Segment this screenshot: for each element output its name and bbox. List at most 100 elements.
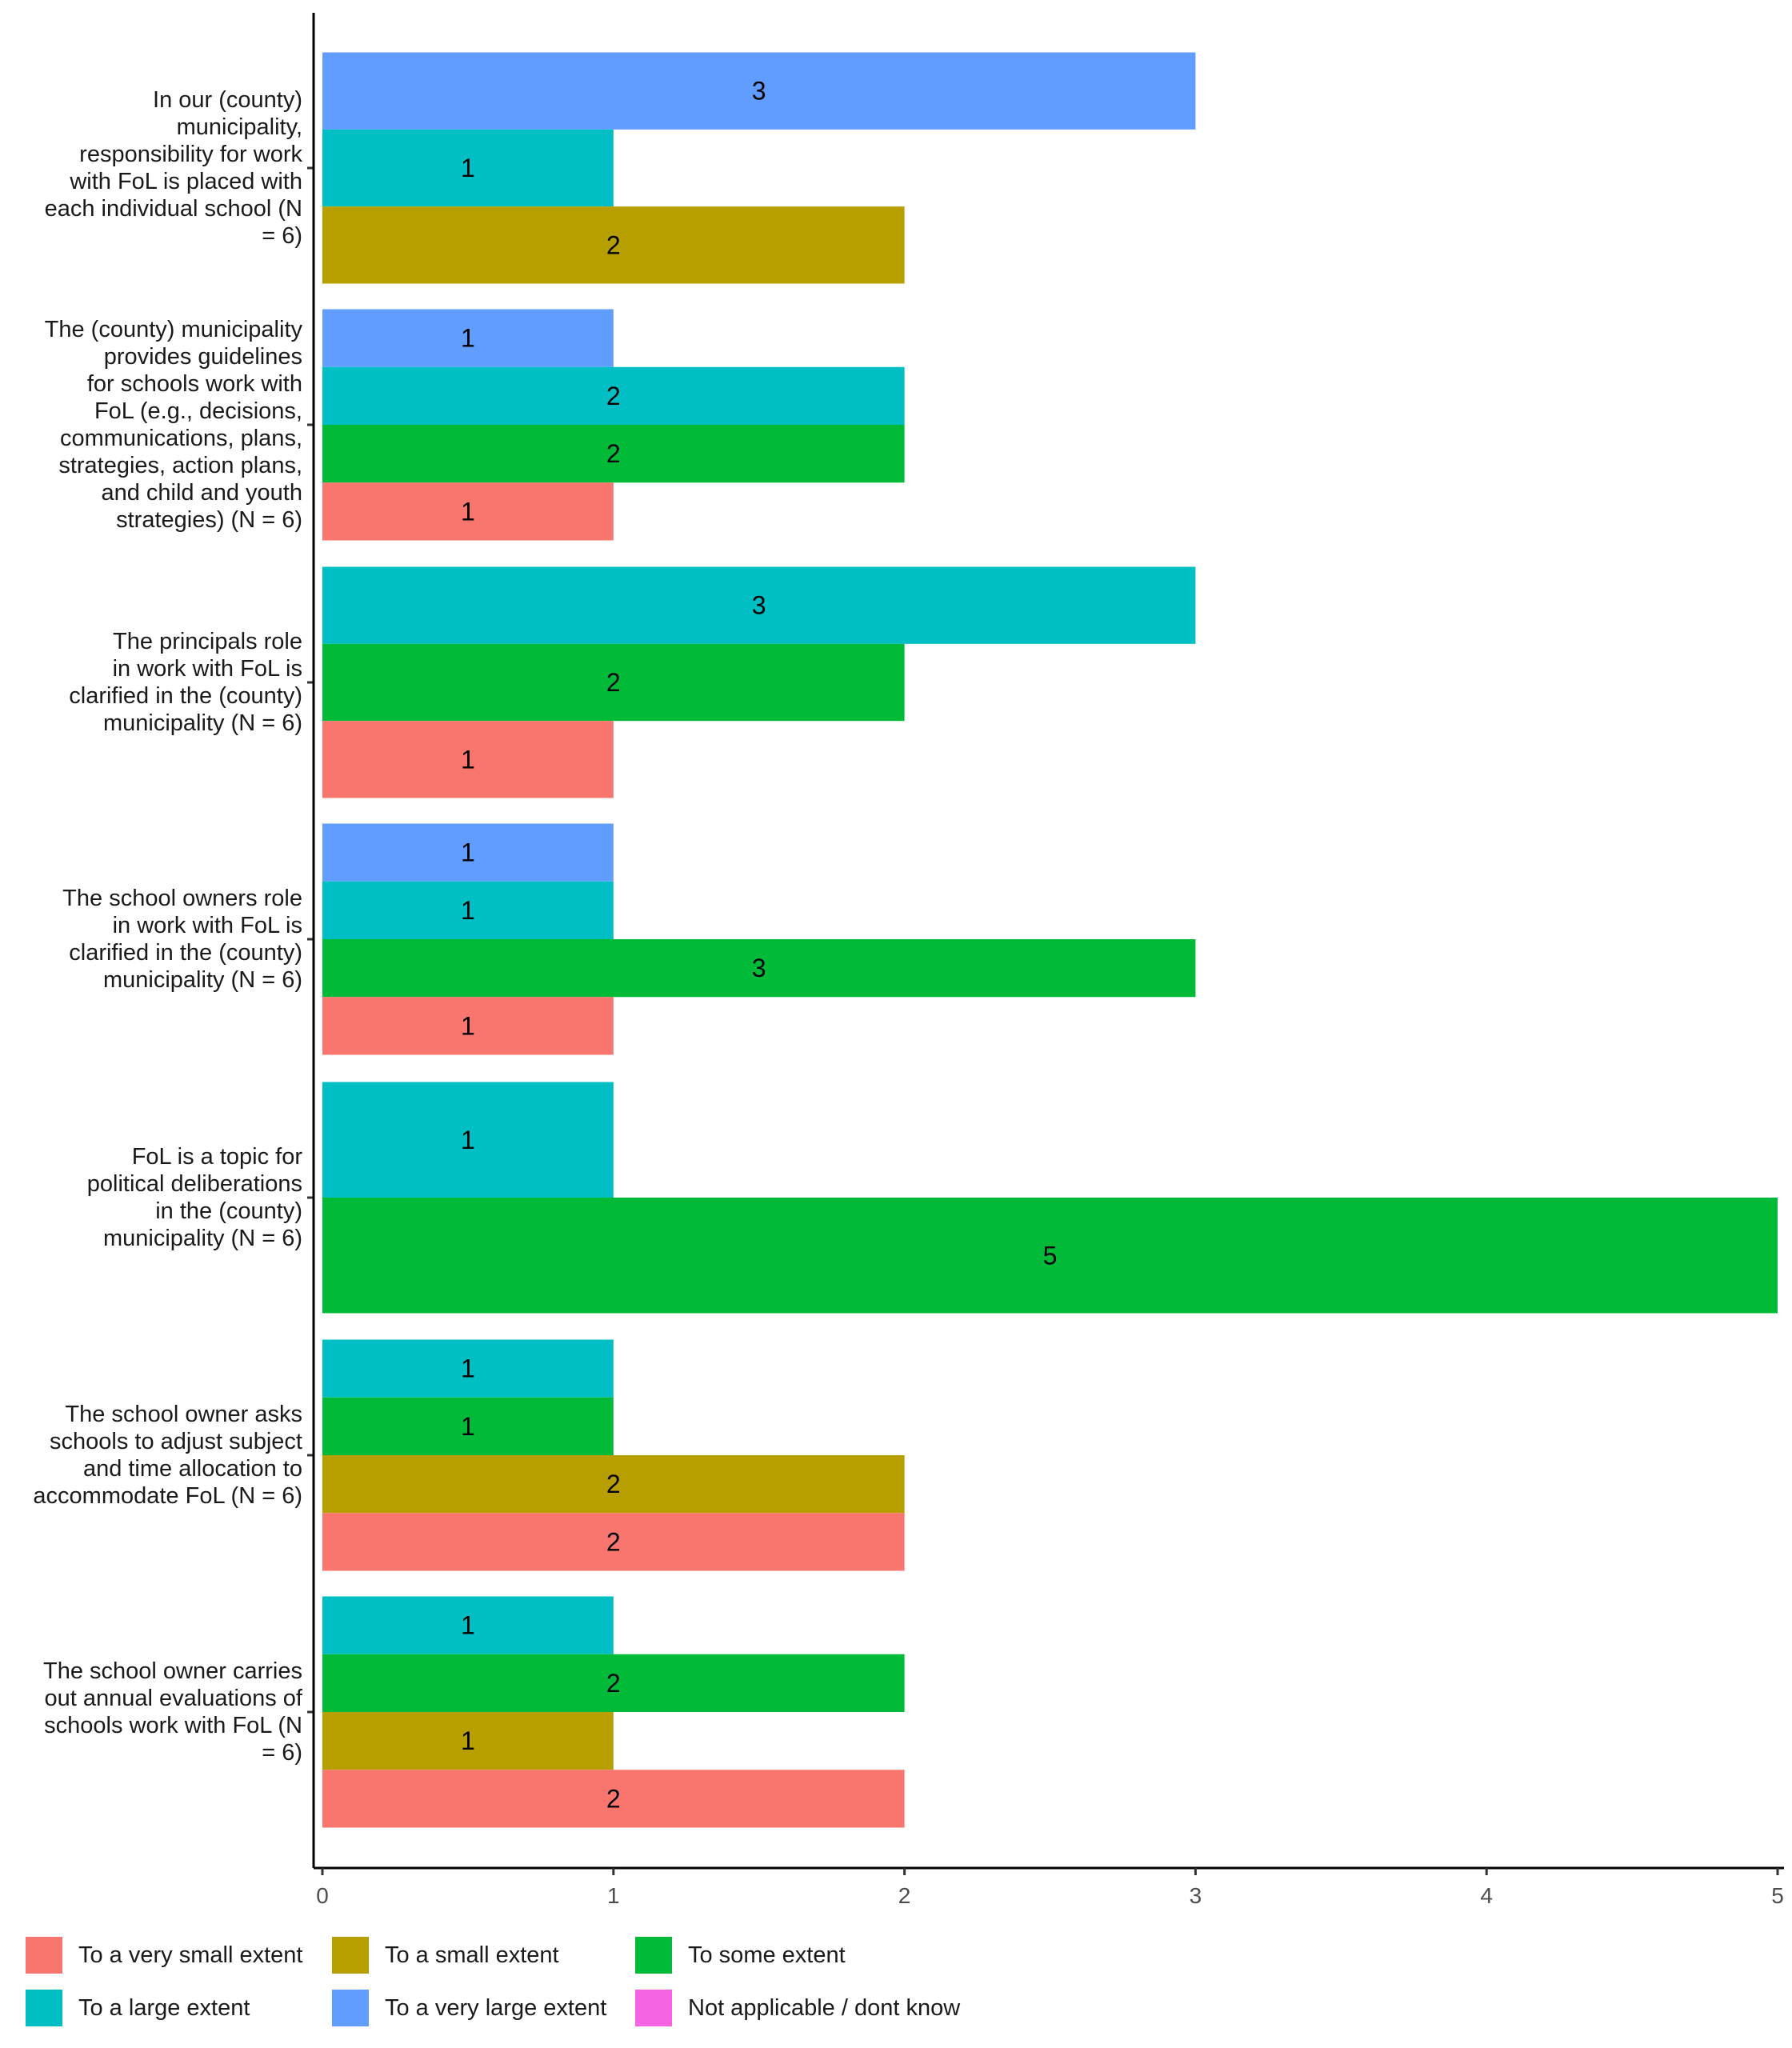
y-category-label-line: FoL is a topic for (131, 1144, 302, 1170)
y-category-label: The school owner carries out annual evalu… (0, 1658, 302, 1766)
bar (322, 566, 1196, 644)
y-category-label-line: The school owner asks (65, 1402, 302, 1427)
bar-value-label: 1 (461, 497, 475, 526)
y-category-label-line: The school owners role (62, 886, 302, 911)
bar-value-label: 5 (1043, 1241, 1058, 1270)
y-category-label-line: for schools work with (86, 371, 302, 397)
y-category-label-line: municipality, (176, 114, 302, 140)
x-tick-label: 2 (898, 1883, 911, 1908)
bar-value-label: 3 (752, 954, 766, 982)
bar (322, 823, 614, 882)
y-category-label: The principals role in work with FoL is cl… (0, 628, 302, 737)
x-tick-label: 1 (607, 1883, 620, 1908)
y-category-label-line: clarified in the (county) (69, 683, 302, 709)
legend-label: To some extent (688, 1942, 846, 1968)
y-category-label-line: The school owner carries (43, 1658, 302, 1684)
y-category-label: The (county) municipality provides guidel… (0, 316, 302, 534)
legend-swatch (635, 1990, 672, 2026)
bar (322, 721, 614, 798)
bar (322, 939, 1196, 998)
y-category-label-line: with FoL is placed with (70, 169, 302, 194)
y-category-label-line: accommodate FoL (N = 6) (33, 1483, 302, 1509)
bar-value-label: 1 (461, 324, 475, 353)
y-category-label-line: in the (county) (155, 1198, 302, 1224)
y-category-label-line: each individual school (N (44, 196, 302, 222)
bar (322, 1339, 614, 1398)
bar-value-label: 1 (461, 1354, 475, 1383)
y-category-label-line: In our (county) (153, 87, 302, 113)
y-category-label-line: schools work with FoL (N (44, 1713, 302, 1738)
y-category-label-line: FoL (e.g., decisions, (94, 398, 302, 424)
bar (322, 206, 905, 284)
bar (322, 1596, 614, 1654)
y-category-label: The school owner asks schools to adjust s… (0, 1401, 302, 1510)
y-category-label-line: = 6) (262, 223, 302, 249)
bar (322, 1455, 905, 1514)
y-category-label: In our (county) municipality, responsibili… (0, 86, 302, 250)
x-tick-label: 5 (1771, 1883, 1784, 1908)
bar-value-label: 1 (461, 1611, 475, 1640)
bar (322, 1654, 905, 1712)
legend-item: To a large extent (26, 1989, 250, 2027)
legend-item: To a very small extent (26, 1936, 302, 1974)
bar (322, 482, 614, 541)
legend-label: To a small extent (385, 1942, 559, 1968)
bar-value-label: 1 (461, 838, 475, 867)
bar-value-label: 1 (461, 896, 475, 925)
y-category-label-line: responsibility for work (79, 142, 302, 167)
bar (322, 52, 1196, 130)
y-category-label-line: strategies) (N = 6) (116, 507, 302, 533)
y-category-label-line: clarified in the (county) (69, 940, 302, 966)
y-category-label-line: in work with FoL is (112, 656, 302, 682)
legend-swatch (26, 1990, 62, 2026)
legend-swatch (26, 1937, 62, 1974)
bar (322, 1198, 1778, 1314)
x-tick-label: 4 (1480, 1883, 1493, 1908)
bar (322, 1397, 614, 1455)
y-category-label-line: communications, plans, (59, 426, 302, 451)
bar-value-label: 2 (606, 230, 621, 259)
y-category-label-line: and time allocation to (82, 1456, 302, 1482)
y-category-label: FoL is a topic for political deliberation… (0, 1143, 302, 1252)
bar (322, 1082, 614, 1198)
bar-value-label: 2 (606, 439, 621, 468)
y-category-label-line: The (county) municipality (44, 317, 302, 342)
y-category-label: The school owners role in work with FoL i… (0, 885, 302, 994)
legend-label: To a very large extent (385, 1994, 607, 2021)
bar-value-label: 3 (752, 77, 766, 106)
legend-swatch (332, 1990, 369, 2026)
legend-label: To a very small extent (78, 1942, 303, 1968)
legend-item: To a very large extent (332, 1989, 606, 2027)
bar-value-label: 1 (461, 1726, 475, 1755)
bar-value-label: 1 (461, 154, 475, 182)
y-category-label-line: municipality (N = 6) (103, 1226, 302, 1251)
legend-label: To a large extent (78, 1994, 250, 2021)
bar-value-label: 1 (461, 1126, 475, 1154)
bar (322, 1513, 905, 1571)
x-tick-label: 0 (316, 1883, 329, 1908)
bar (322, 881, 614, 939)
bar-chart: 3 1 2 1 2 2 1 3 2 1 1 1 3 1 1 5 1 1 2 2 1 2 1 2 0 1 2 3 4 5 (307, 13, 1784, 1908)
y-category-label-line: municipality (N = 6) (103, 710, 302, 736)
bar (322, 366, 905, 425)
y-category-label-line: = 6) (262, 1740, 302, 1766)
bar (322, 1770, 905, 1828)
bar (322, 129, 614, 207)
bar-value-label: 1 (461, 1011, 475, 1040)
bar-value-label: 1 (461, 745, 475, 774)
y-category-label-line: strategies, action plans, (58, 453, 302, 478)
bar (322, 309, 614, 367)
bar (322, 425, 905, 483)
bar-value-label: 2 (606, 1527, 621, 1556)
y-category-label-line: The principals role (113, 629, 302, 654)
y-category-label-line: and child and youth (101, 480, 302, 506)
y-category-label-line: political deliberations (86, 1171, 302, 1197)
y-category-label-line: out annual evaluations of (44, 1686, 302, 1711)
bar-value-label: 2 (606, 382, 621, 410)
y-category-label-line: provides guidelines (103, 344, 302, 370)
legend-item: To a small extent (332, 1936, 559, 1974)
bar-value-label: 3 (752, 591, 766, 620)
y-category-label-line: municipality (N = 6) (103, 967, 302, 993)
legend-item: Not applicable / dont know (635, 1989, 960, 2027)
bar-value-label: 2 (606, 1470, 621, 1498)
